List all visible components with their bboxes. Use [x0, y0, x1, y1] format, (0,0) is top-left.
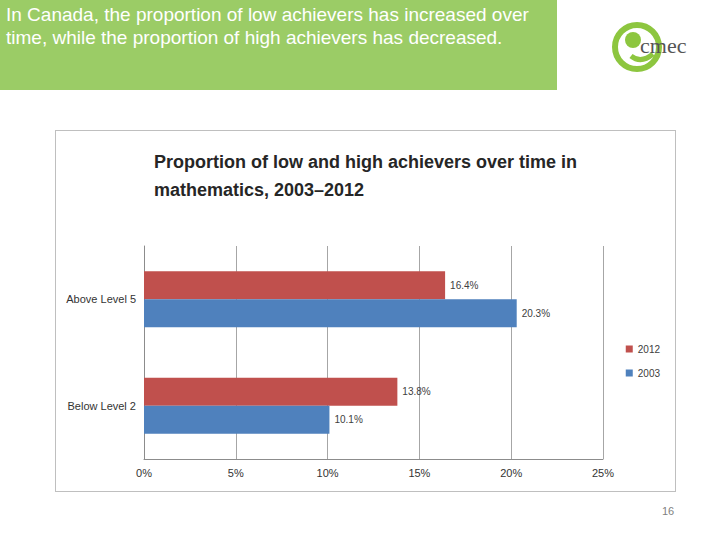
- svg-text:Below Level 2: Below Level 2: [68, 400, 137, 412]
- svg-text:20%: 20%: [500, 467, 522, 479]
- svg-text:25%: 25%: [592, 467, 614, 479]
- html-text:16: 16: [662, 505, 675, 517]
- svg-text:2003: 2003: [638, 368, 661, 379]
- svg-text:0%: 0%: [136, 467, 152, 479]
- html-text:In Canada, the proportion of l: In Canada, the proportion of low achieve…: [6, 4, 529, 48]
- svg-text:16.4%: 16.4%: [450, 280, 478, 291]
- svg-text:10.1%: 10.1%: [334, 414, 362, 425]
- svg-text:20.3%: 20.3%: [522, 308, 550, 319]
- svg-text:10%: 10%: [317, 467, 339, 479]
- svg-text:Proportion of low and high ach: Proportion of low and high achievers ove…: [154, 152, 577, 172]
- svg-text:5%: 5%: [228, 467, 244, 479]
- svg-text:15%: 15%: [408, 467, 430, 479]
- svg-text:2012: 2012: [638, 344, 661, 355]
- svg-text:mathematics, 2003–2012: mathematics, 2003–2012: [154, 180, 364, 200]
- svg-text:Above Level 5: Above Level 5: [66, 293, 136, 305]
- html-text:cmec: cmec: [640, 33, 687, 58]
- svg-text:13.8%: 13.8%: [402, 386, 430, 397]
